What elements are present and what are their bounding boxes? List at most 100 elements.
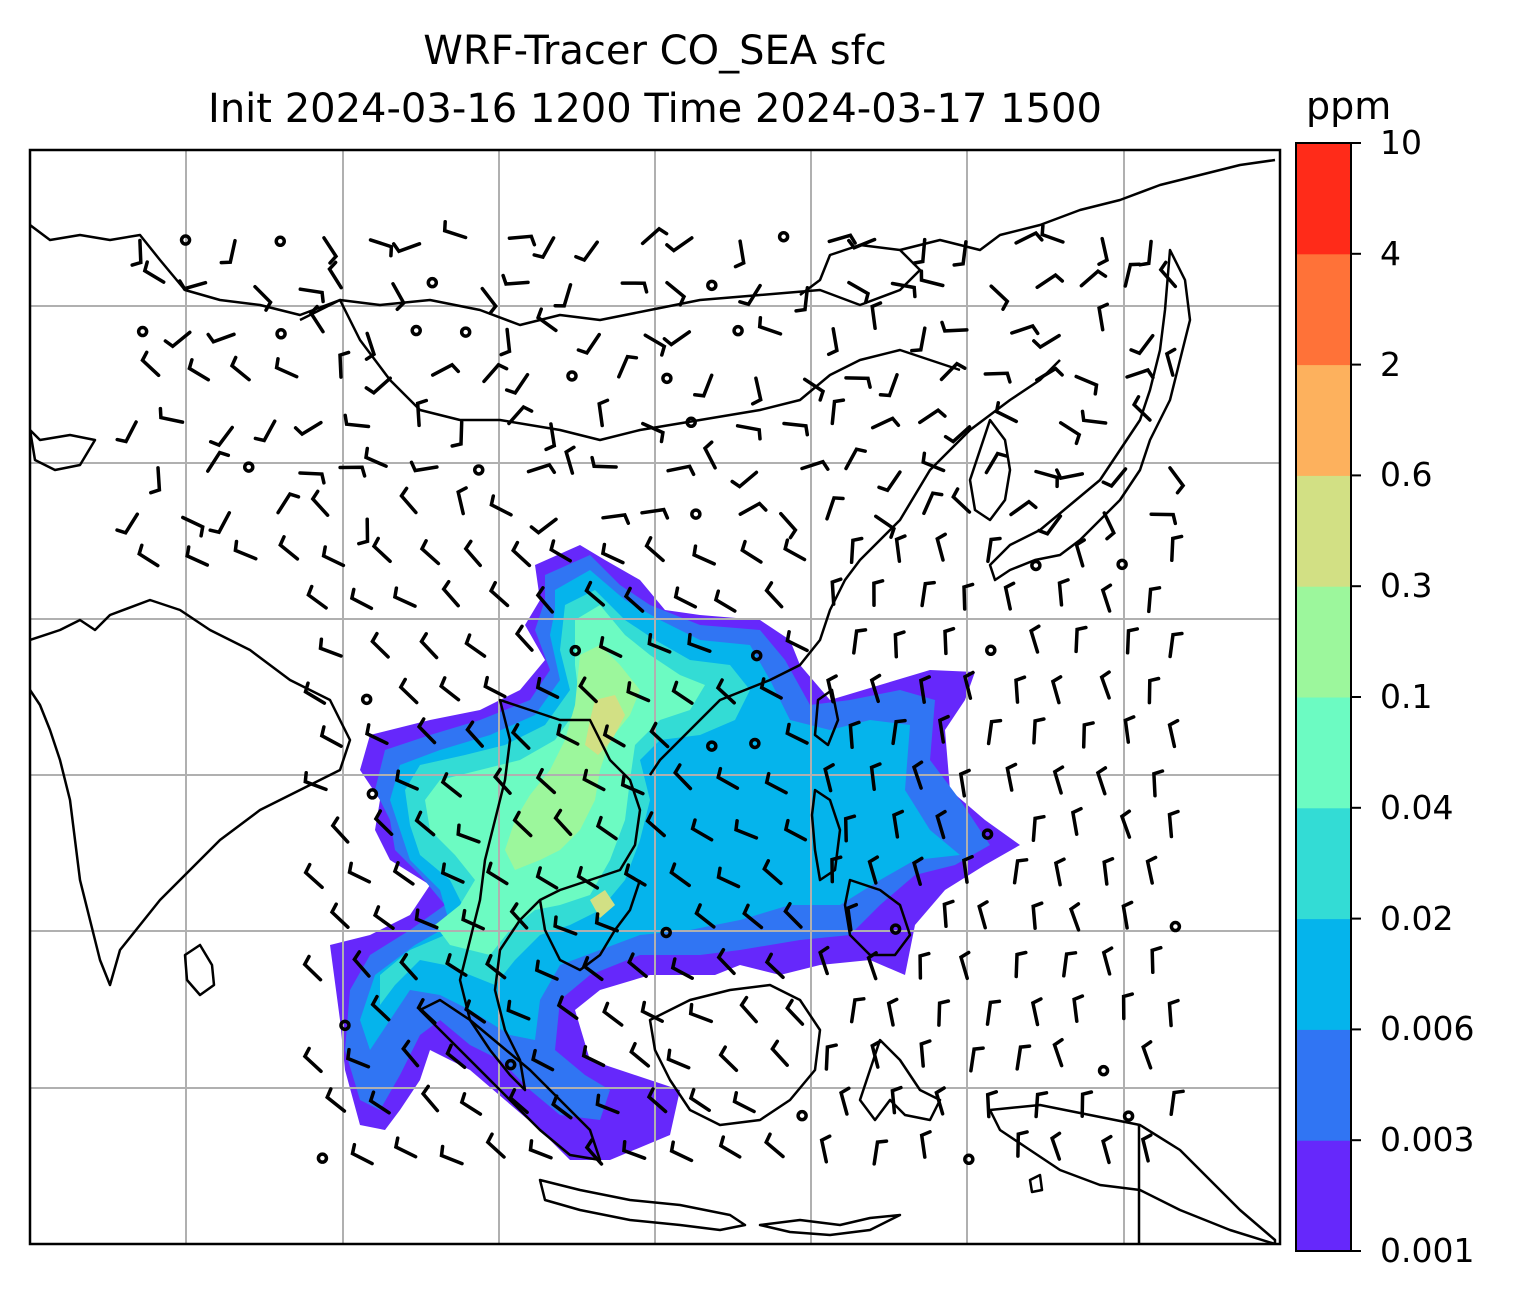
wind-barb: [620, 774, 645, 796]
colorbar-segment: [1296, 364, 1351, 476]
wind-barb: [1164, 347, 1177, 377]
wind-barb: [302, 1046, 323, 1074]
wind-barb: [306, 584, 328, 610]
wind-barb: [870, 301, 883, 331]
wind-barb: [488, 580, 510, 608]
wind-barb: [1101, 1134, 1113, 1165]
wind-barb: [535, 676, 560, 699]
wind-barb: [1097, 236, 1110, 266]
wind-barb: [310, 489, 330, 517]
calm-wind-marker: [1169, 920, 1182, 933]
wind-barb: [733, 239, 746, 269]
wind-barb: [629, 1041, 651, 1068]
colorbar-tick-label: 0.003: [1380, 1120, 1475, 1160]
calm-wind-marker: [1030, 559, 1042, 572]
wind-barb: [1169, 1089, 1185, 1117]
map-panel: [30, 150, 1280, 1244]
wind-barb: [142, 260, 166, 284]
wind-barb: [564, 445, 576, 475]
wind-barb: [319, 725, 343, 748]
colorbar-tick-label: 0.1: [1380, 677, 1433, 716]
wind-barb: [843, 814, 857, 843]
wind-barb: [322, 236, 339, 265]
wind-barb: [489, 494, 513, 517]
colorbar-tick-label: 0.006: [1380, 1009, 1475, 1049]
wind-barb: [440, 862, 465, 884]
wind-barb: [595, 815, 618, 841]
wind-barb: [347, 861, 372, 884]
wind-barb: [943, 626, 956, 656]
wind-barb: [1147, 586, 1162, 614]
wind-barb: [371, 536, 392, 564]
wind-barb: [1009, 499, 1038, 517]
wind-barb: [894, 534, 907, 563]
wind-barb: [233, 539, 258, 561]
wind-barb: [582, 768, 606, 792]
wind-barb: [617, 354, 639, 379]
colorbar-segment: [1296, 918, 1351, 1030]
colorbar-segment: [1296, 1029, 1351, 1141]
wind-barb: [870, 1039, 882, 1069]
wind-barb: [644, 536, 665, 563]
wind-barb: [1152, 769, 1165, 798]
calm-wind-marker: [706, 740, 718, 752]
wind-barb: [276, 492, 301, 515]
wind-barb: [506, 999, 531, 1021]
wind-barb: [1053, 857, 1066, 887]
wind-barb: [732, 1091, 756, 1114]
wind-barb: [1147, 676, 1161, 705]
wind-barb: [439, 1144, 464, 1166]
wind-barb: [671, 680, 694, 705]
wind-barb: [574, 240, 599, 263]
wind-barb: [1015, 1044, 1032, 1071]
wind-barb: [401, 1039, 420, 1068]
wind-barb: [770, 1039, 789, 1067]
wind-barb: [416, 998, 437, 1025]
wind-barb: [830, 855, 843, 884]
wind-barb: [740, 539, 763, 564]
tracer-level-7b: [590, 890, 615, 918]
wind-barb: [688, 1002, 714, 1024]
wind-barb: [969, 1046, 985, 1073]
wind-barb: [1100, 583, 1113, 613]
wind-barb: [673, 763, 693, 791]
wind-barbs: [115, 219, 1186, 1166]
wind-barb: [958, 950, 971, 981]
wind-barb: [368, 1090, 391, 1115]
calm-wind-marker: [1116, 558, 1128, 571]
wind-barb: [485, 1132, 506, 1159]
wind-barb: [935, 532, 947, 562]
calm-wind-marker: [1122, 1110, 1135, 1122]
wind-barb: [391, 242, 422, 254]
wind-barb: [716, 766, 740, 790]
wind-barb: [601, 512, 631, 525]
wind-barb: [849, 536, 864, 565]
wind-barb: [943, 425, 972, 444]
wind-barb: [420, 1084, 440, 1113]
wind-barb: [983, 371, 1012, 384]
wind-barb: [690, 818, 714, 842]
wind-barb: [673, 586, 698, 609]
wind-barb: [620, 281, 649, 294]
calm-wind-marker: [472, 464, 485, 476]
calm-wind-marker: [732, 324, 744, 337]
wind-barb: [640, 507, 670, 520]
chart-title-line2: Init 2024-03-16 1200 Time 2024-03-17 150…: [208, 86, 1102, 132]
calm-wind-marker: [316, 1152, 329, 1164]
wind-barb: [338, 465, 367, 478]
wind-barb: [509, 902, 529, 930]
wind-barb: [958, 768, 971, 798]
wind-barb: [364, 331, 377, 361]
wind-barb: [827, 233, 857, 245]
wind-barb: [1058, 421, 1082, 446]
calm-wind-marker: [706, 279, 718, 292]
wind-barb: [1029, 624, 1041, 654]
wind-barb: [1050, 1131, 1062, 1161]
wind-barb: [576, 865, 600, 890]
wind-barb: [647, 632, 672, 654]
wind-barb: [1016, 1130, 1029, 1158]
wind-barb: [666, 1048, 691, 1070]
coastline-gulf-thailand: [538, 879, 642, 972]
colorbar-segment: [1296, 475, 1351, 587]
calm-wind-marker: [275, 328, 287, 340]
